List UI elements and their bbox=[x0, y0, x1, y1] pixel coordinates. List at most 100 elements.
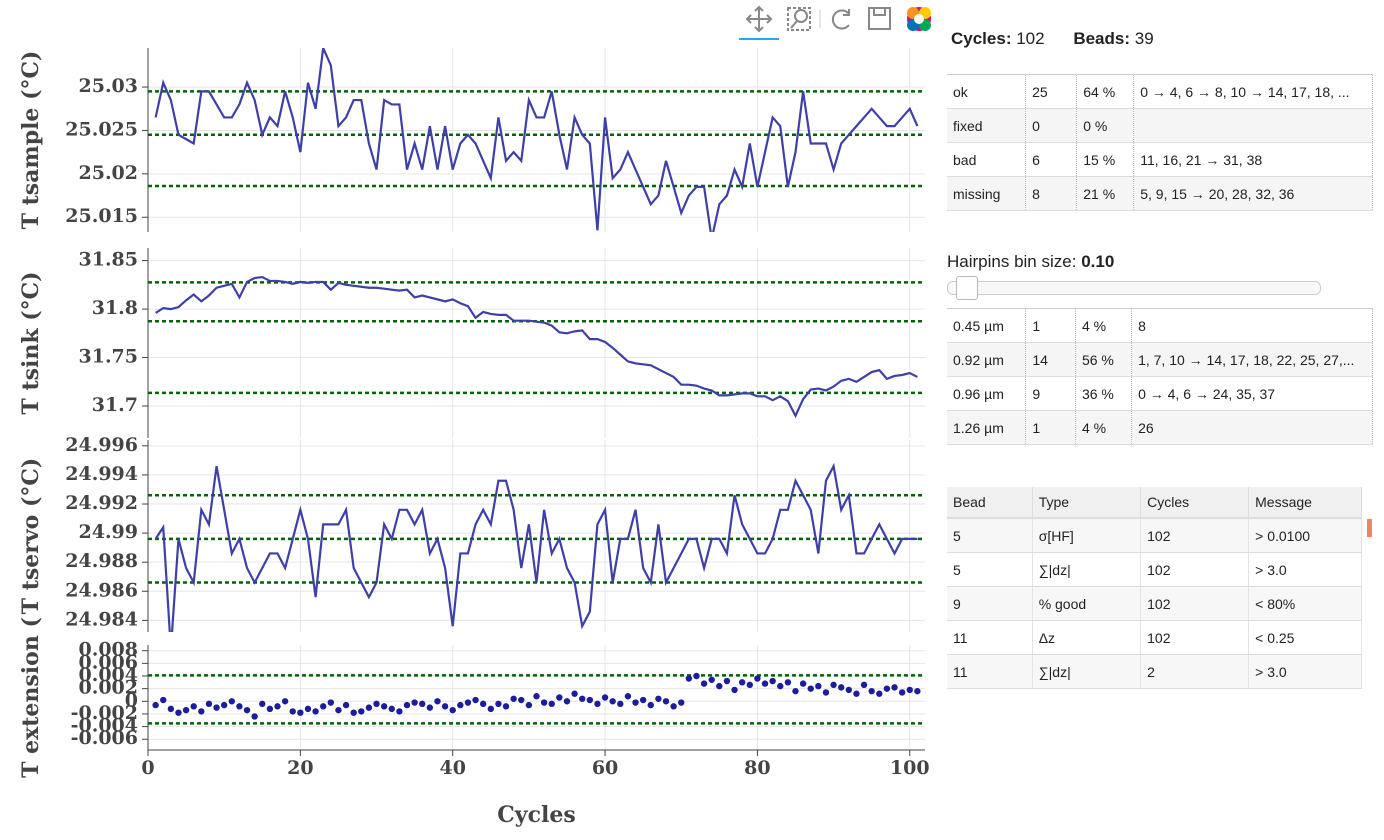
table-cell: 0 % bbox=[1076, 108, 1135, 143]
y-axis-label: T tsample (°C) bbox=[18, 51, 44, 230]
point bbox=[259, 700, 266, 708]
table-row: ok 25 64 % 0 → 4, 6 → 8, 10 → 14, 17, 18, .… bbox=[947, 74, 1373, 109]
point bbox=[822, 689, 830, 696]
save-tool[interactable] bbox=[868, 7, 891, 30]
point bbox=[472, 696, 479, 704]
message-panel: Bead Type Cycles Message 5 σ[HF] 102 > 0.0100 5 ∑… bbox=[947, 487, 1362, 689]
table-cell: > 3.0 bbox=[1248, 552, 1362, 587]
table-cell: 1.26 µm bbox=[947, 410, 1027, 445]
table-cell: 8 bbox=[1131, 308, 1373, 343]
hairpin-table: 0.45 µm 1 4 % 8 0.92 µm 14 56 % 1, 7, 10 → 14, … bbox=[947, 308, 1373, 445]
y-axis-label: T tservo (°C) bbox=[18, 458, 44, 615]
point bbox=[342, 701, 350, 709]
point bbox=[411, 699, 418, 706]
box-zoom-tool[interactable] bbox=[787, 7, 811, 31]
point bbox=[335, 706, 342, 714]
point bbox=[350, 709, 357, 716]
y-tick-label: 24.99 bbox=[79, 521, 139, 543]
column-header: Cycles bbox=[1140, 487, 1250, 519]
point bbox=[548, 700, 555, 708]
column-header: Bead bbox=[947, 487, 1033, 519]
point bbox=[754, 675, 761, 682]
cycles-value: 102 bbox=[1016, 29, 1045, 48]
point bbox=[906, 686, 913, 694]
slider-handle[interactable] bbox=[956, 276, 978, 300]
table-cell: > 3.0 bbox=[1248, 654, 1362, 689]
point bbox=[228, 698, 235, 705]
point bbox=[479, 700, 487, 708]
point bbox=[281, 698, 289, 705]
point bbox=[434, 698, 441, 705]
table-cell: ∑|dz| bbox=[1032, 552, 1142, 587]
table-cell: 14 bbox=[1025, 342, 1076, 377]
table-cell: ok bbox=[947, 74, 1027, 109]
point bbox=[670, 703, 677, 710]
table-cell: 102 bbox=[1140, 620, 1250, 655]
point bbox=[243, 706, 251, 714]
table-cell: missing bbox=[947, 176, 1027, 211]
point bbox=[556, 694, 563, 701]
point bbox=[830, 681, 837, 689]
point bbox=[380, 703, 388, 710]
point bbox=[426, 704, 434, 711]
point bbox=[289, 708, 296, 715]
point bbox=[464, 699, 472, 706]
point bbox=[220, 701, 228, 709]
point bbox=[563, 698, 571, 705]
table-cell: 11 bbox=[947, 620, 1033, 655]
table-cell: < 0.25 bbox=[1248, 620, 1362, 655]
table-cell: 1, 7, 10 → 14, 17, 18, 22, 25, 27,... bbox=[1131, 342, 1373, 377]
pan-tool[interactable] bbox=[745, 5, 773, 33]
point bbox=[403, 701, 411, 709]
y-tick-label: 0.004 bbox=[79, 664, 139, 686]
point bbox=[274, 703, 281, 710]
table-row: 1.26 µm 1 4 % 26 bbox=[947, 410, 1373, 445]
point bbox=[251, 713, 258, 720]
table-cell: % good bbox=[1032, 586, 1142, 621]
table-cell: 8 bbox=[1025, 176, 1078, 211]
scrollbar[interactable] bbox=[1367, 519, 1372, 537]
point bbox=[647, 701, 654, 709]
table-cell: 56 % bbox=[1075, 342, 1133, 377]
point bbox=[860, 681, 868, 689]
point bbox=[160, 696, 167, 704]
point bbox=[175, 709, 182, 716]
table-cell: 102 bbox=[1140, 586, 1250, 621]
table-row: bad 6 15 % 11, 16, 21 → 31, 38 bbox=[947, 142, 1373, 177]
point bbox=[838, 684, 845, 691]
point bbox=[152, 701, 159, 709]
y-tick-label: 24.994 bbox=[65, 463, 138, 485]
point bbox=[624, 693, 632, 700]
point bbox=[388, 705, 395, 713]
point bbox=[518, 696, 525, 704]
point bbox=[761, 680, 769, 687]
point bbox=[571, 690, 578, 697]
point bbox=[914, 687, 921, 695]
y-tick-label: 0.006 bbox=[79, 651, 139, 673]
subplot: 0 20 40 60 80 100-0.006-0.004-0.00200.0020.00… bbox=[18, 617, 930, 828]
point bbox=[876, 690, 883, 697]
table-cell: < 80% bbox=[1248, 586, 1362, 621]
column-header: Type bbox=[1032, 487, 1142, 519]
table-cell: 26 bbox=[1131, 410, 1373, 445]
point bbox=[799, 680, 807, 687]
subplot: 25.015 25.02 25.025 25.03 T tsample (°C) bbox=[18, 48, 925, 232]
logo[interactable] bbox=[907, 7, 931, 31]
y-tick-label: 0.002 bbox=[79, 677, 139, 699]
y-tick-label: 24.986 bbox=[65, 579, 138, 601]
point bbox=[495, 700, 502, 708]
point bbox=[678, 699, 685, 706]
slider-track[interactable] bbox=[947, 276, 1321, 300]
table-cell: 0.45 µm bbox=[947, 308, 1027, 343]
point bbox=[716, 682, 723, 690]
point bbox=[792, 687, 799, 695]
reset-tool[interactable] bbox=[831, 9, 850, 30]
slider-title: Hairpins bin size: bbox=[947, 252, 1077, 271]
point bbox=[373, 700, 380, 708]
hairpin-panel: 0.45 µm 1 4 % 8 0.92 µm 14 56 % 1, 7, 10 → 14, … bbox=[947, 308, 1373, 445]
table-cell: Δz bbox=[1032, 620, 1142, 655]
slider-value: 0.10 bbox=[1081, 252, 1115, 271]
table-cell: 4 % bbox=[1075, 308, 1133, 343]
toolbar bbox=[739, 5, 931, 40]
